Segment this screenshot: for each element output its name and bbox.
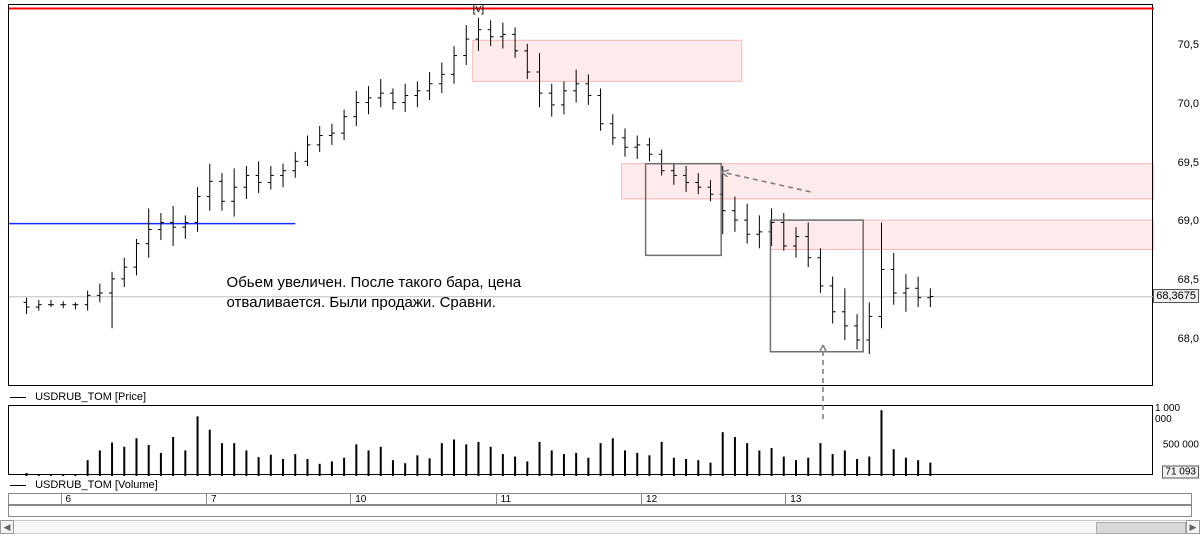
price-chart-panel[interactable]: [v] Обьем увеличен. После такого бара, ц… [8,4,1153,386]
volume-last-value: 71 093 [1162,466,1199,479]
volume-tick-label: 500 000 [1163,439,1199,450]
volume-y-axis: 1 000 000500 00071 093 [1155,405,1199,475]
volume-legend-label: USDRUB_TOM [Volume] [35,479,158,491]
price-chart-svg [9,5,1154,387]
volume-tick-label: 1 000 000 [1155,403,1199,425]
time-tick: 10 [350,494,366,504]
time-tick: 7 [206,494,217,504]
annotation-text: Обьем увеличен. После такого бара, цена … [227,273,522,314]
price-tick-label: 70,5 [1178,39,1199,51]
price-last-value: 68,3675 [1153,289,1199,303]
price-legend: USDRUB_TOM [Price] [10,391,146,403]
price-tick-label: 68,5 [1178,274,1199,286]
price-tick-label: 69,0 [1178,215,1199,227]
time-tick: 6 [61,494,72,504]
time-axis-panel: 6 7 10 11 12 13 [8,493,1192,517]
horizontal-scrollbar[interactable]: ◀ ▶ [0,520,1200,534]
time-row: 6 7 10 11 12 13 [8,493,1192,505]
scroll-right-button[interactable]: ▶ [1186,520,1200,534]
price-y-axis: 70,5 70,0 69,5 69,0 68,5 68,0 68,3675 [1155,4,1199,386]
scroll-thumb[interactable] [1096,522,1186,534]
time-tick: 13 [785,494,801,504]
legend-line-icon [10,397,26,398]
time-tick: 12 [641,494,657,504]
legend-line-icon [10,485,26,486]
volume-legend: USDRUB_TOM [Volume] [10,479,158,491]
volume-chart-panel[interactable] [8,405,1153,475]
price-tick-label: 69,5 [1178,157,1199,169]
price-legend-label: USDRUB_TOM [Price] [35,391,146,403]
scroll-left-button[interactable]: ◀ [0,520,14,534]
price-tick-label: 68,0 [1178,333,1199,345]
price-tick-label: 70,0 [1178,98,1199,110]
chart-root: { "meta": { "width": 1200, "height": 538… [0,0,1200,538]
wave-label: [v] [473,3,485,15]
time-tick: 11 [496,494,511,504]
scroll-track[interactable] [14,520,1186,534]
volume-chart-svg [9,406,1154,476]
time-row-sub [8,505,1192,517]
